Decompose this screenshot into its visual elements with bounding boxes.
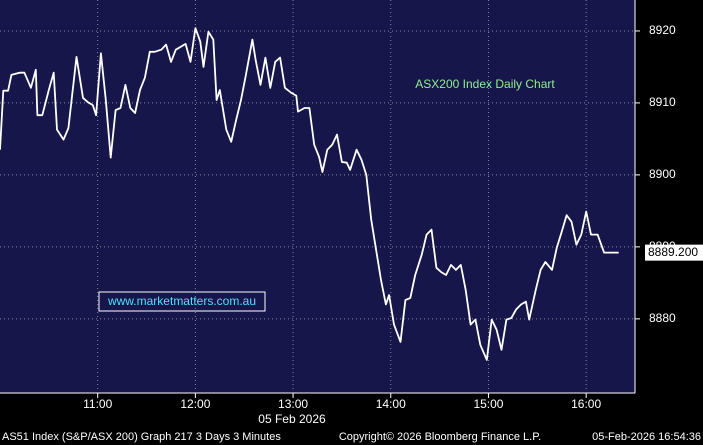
y-tick-label: 8920 [649,23,676,37]
last-price-label: 8889.200 [648,245,698,259]
footer-center: Copyright© 2026 Bloomberg Finance L.P. [339,431,541,443]
footer-left: AS51 Index (S&P/ASX 200) Graph 217 3 Day… [2,431,281,443]
x-tick-label: 13:00 [278,397,308,411]
y-tick-label: 8910 [649,95,676,109]
x-tick-label: 15:00 [473,397,503,411]
watermark: www.marketmatters.com.au [107,294,256,308]
chart-title: ASX200 Index Daily Chart [415,77,555,91]
x-tick-label: 14:00 [376,397,406,411]
x-tick-label: 11:00 [83,397,112,411]
last-price-tag [645,244,703,261]
watermark-box [98,291,266,312]
price-line [0,27,619,361]
y-tick-label: 8900 [649,167,676,181]
x-tick-label: 12:00 [180,397,210,411]
plot-area [0,0,635,393]
x-tick-label: 16:00 [571,397,601,411]
date-label: 05 Feb 2026 [258,412,326,426]
y-tick-label: 8880 [649,311,676,325]
footer-right: 05-Feb-2026 16:54:36 [592,431,701,443]
